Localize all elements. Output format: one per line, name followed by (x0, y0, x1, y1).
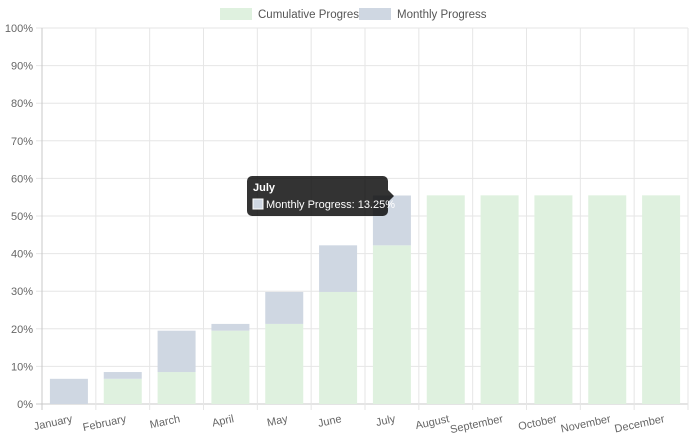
x-tick-label: November (560, 413, 612, 435)
y-tick-label: 40% (11, 249, 33, 261)
x-tick-label: May (266, 413, 289, 429)
bar-cumulative[interactable] (103, 378, 142, 404)
bar-monthly[interactable] (211, 323, 250, 331)
y-tick-label: 10% (11, 361, 33, 373)
bar-cumulative[interactable] (157, 372, 196, 404)
y-tick-label: 70% (11, 136, 33, 148)
x-tick-label: October (517, 413, 558, 433)
bar-cumulative[interactable] (534, 195, 573, 404)
bar-cumulative[interactable] (642, 195, 681, 404)
bar-cumulative[interactable] (426, 195, 465, 404)
bar-monthly[interactable] (103, 372, 142, 379)
x-tick-label: July (375, 413, 397, 429)
y-tick-label: 90% (11, 61, 33, 73)
tooltip-swatch (252, 198, 264, 210)
x-tick-label: August (414, 413, 450, 432)
x-tick-label: June (317, 413, 343, 430)
bar-monthly[interactable] (157, 330, 196, 373)
tooltip-title: July (253, 182, 276, 194)
x-tick-label: September (449, 413, 504, 436)
x-tick-label: April (211, 413, 235, 429)
bar-cumulative[interactable] (319, 291, 358, 404)
tooltip-label: Monthly Progress: 13.25% (266, 199, 395, 211)
legend-label-monthly: Monthly Progress (397, 9, 487, 21)
tooltip: July Monthly Progress: 13.25% (247, 176, 395, 216)
y-tick-label: 30% (11, 286, 33, 298)
legend-swatch-cumulative (220, 8, 252, 20)
bar-monthly[interactable] (49, 378, 88, 404)
bar-cumulative[interactable] (372, 245, 411, 404)
y-tick-label: 60% (11, 173, 33, 185)
legend-swatch-monthly (359, 8, 391, 20)
x-tick-label: February (82, 413, 128, 434)
bar-cumulative[interactable] (480, 195, 519, 404)
bar-cumulative[interactable] (265, 323, 304, 404)
tooltip-box (247, 176, 388, 216)
x-tick-label: January (33, 413, 74, 433)
bars (49, 195, 681, 404)
y-tick-label: 0% (17, 399, 33, 411)
bar-cumulative[interactable] (588, 195, 627, 404)
x-tick-label: December (614, 413, 666, 435)
bar-monthly[interactable] (319, 245, 358, 292)
x-axis-ticks: January February March April May June July Augu… (33, 413, 666, 436)
y-tick-label: 80% (11, 98, 33, 110)
legend: Cumulative Progress Monthly Progress (220, 8, 487, 21)
y-tick-label: 100% (5, 23, 33, 35)
legend-label-cumulative: Cumulative Progress (258, 9, 365, 21)
bar-cumulative[interactable] (211, 330, 250, 404)
bar-monthly[interactable] (265, 291, 304, 324)
x-tick-label: March (149, 413, 181, 431)
tooltip-pointer (388, 190, 394, 202)
y-tick-label: 20% (11, 324, 33, 336)
grid-lines (36, 27, 689, 410)
y-axis-ticks: 0% 10% 20% 30% 40% 50% 60% 70% 80% 90% 100% (5, 23, 33, 411)
legend-item-monthly[interactable]: Monthly Progress (359, 8, 487, 21)
legend-item-cumulative[interactable]: Cumulative Progress (220, 8, 365, 21)
y-tick-label: 50% (11, 211, 33, 223)
